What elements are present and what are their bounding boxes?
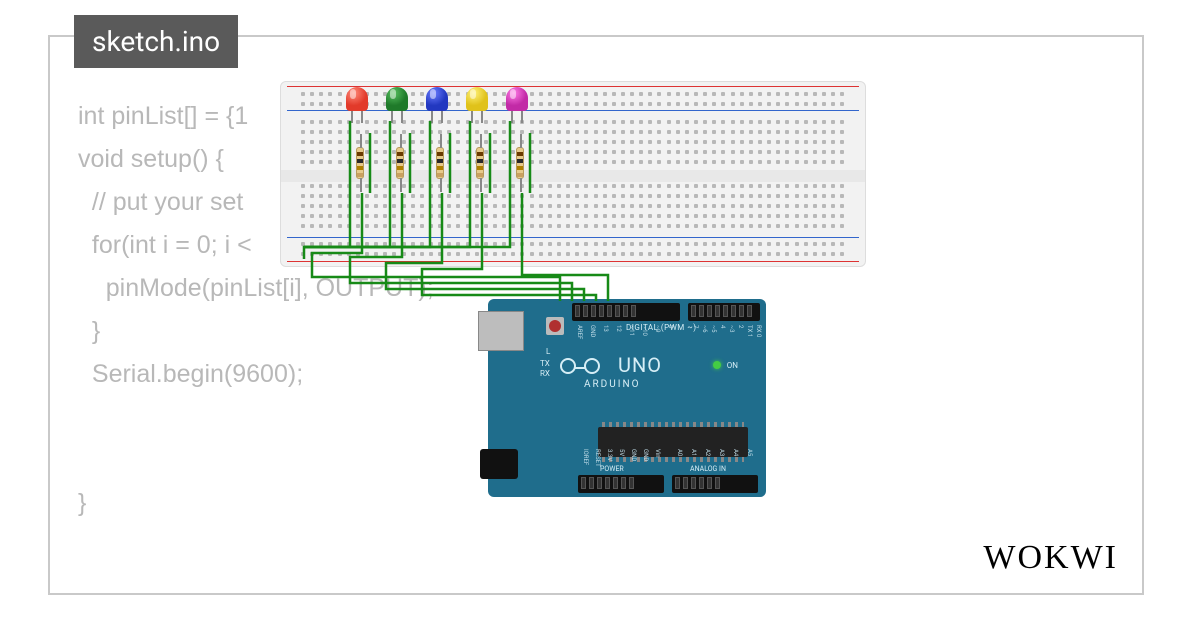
led-magenta (506, 87, 528, 111)
pin-label: 13 (602, 325, 609, 332)
pin-label: A5 (746, 449, 753, 456)
led-green (386, 87, 408, 111)
arduino-uno-board: UNO ARDUINO DIGITAL (PWM ~) POWER ANALOG… (488, 299, 766, 497)
pin-label: ~9 (654, 325, 661, 332)
analog-label: ANALOG IN (690, 465, 726, 473)
pin-label: ~11 (628, 325, 635, 336)
resistor-2 (396, 147, 404, 179)
header-analog (672, 475, 758, 493)
header-power (578, 475, 664, 493)
pin-label: A4 (732, 449, 739, 456)
simulator-card: sketch.ino int pinList[] = {1 void setup… (48, 35, 1144, 595)
pin-label: 3.3V (606, 449, 613, 461)
wokwi-logo: WOKWI (983, 539, 1118, 577)
resistor-3 (436, 147, 444, 179)
led-yellow (466, 87, 488, 111)
pin-label: A1 (690, 449, 697, 456)
pin-label: 2 (737, 325, 744, 328)
pin-label: A0 (676, 449, 683, 456)
pin-label: ~3 (728, 325, 735, 332)
led-l-label: L (546, 347, 550, 356)
usb-port-icon (478, 311, 524, 351)
led-tx-label: TX (540, 359, 550, 368)
pin-label: 5V (618, 449, 625, 456)
file-tab[interactable]: sketch.ino (74, 15, 238, 68)
pin-label: RX 0 (755, 325, 762, 337)
barrel-jack-icon (480, 449, 518, 479)
pin-label: ~6 (701, 325, 708, 332)
pin-label: 7 (692, 325, 699, 328)
resistor-4 (476, 147, 484, 179)
pin-label: AREF (576, 325, 583, 339)
led-on-label: ON (727, 361, 738, 370)
file-tab-label: sketch.ino (92, 25, 220, 58)
pin-label: 8 (667, 325, 674, 328)
led-red (346, 87, 368, 111)
pin-label: A3 (718, 449, 725, 456)
uno-label: UNO (618, 353, 662, 377)
resistor-5 (516, 147, 524, 179)
pin-label: Vin (654, 449, 661, 458)
power-label: POWER (600, 465, 624, 473)
header-digital-right (688, 303, 760, 321)
led-blue (426, 87, 448, 111)
resistor-1 (356, 147, 364, 179)
pin-label: A2 (704, 449, 711, 456)
pin-label: ~10 (641, 325, 648, 336)
breadboard (280, 81, 866, 267)
pin-label: IOREF (582, 449, 589, 465)
pin-label: ~5 (710, 325, 717, 332)
led-rx-label: RX (540, 369, 550, 378)
reset-button[interactable] (546, 317, 564, 335)
pin-label: GND (642, 449, 649, 461)
pin-label: GND (589, 325, 596, 337)
pin-label: TX 1 (746, 325, 753, 337)
arduino-label: ARDUINO (584, 379, 640, 390)
pin-label: RESET (594, 449, 601, 467)
pin-label: GND (630, 449, 637, 461)
digital-label: DIGITAL (PWM ~) (626, 323, 697, 332)
pin-label: 4 (719, 325, 726, 328)
header-digital-left (572, 303, 680, 321)
infinity-logo-icon (560, 355, 600, 380)
pin-label: 12 (615, 325, 622, 332)
